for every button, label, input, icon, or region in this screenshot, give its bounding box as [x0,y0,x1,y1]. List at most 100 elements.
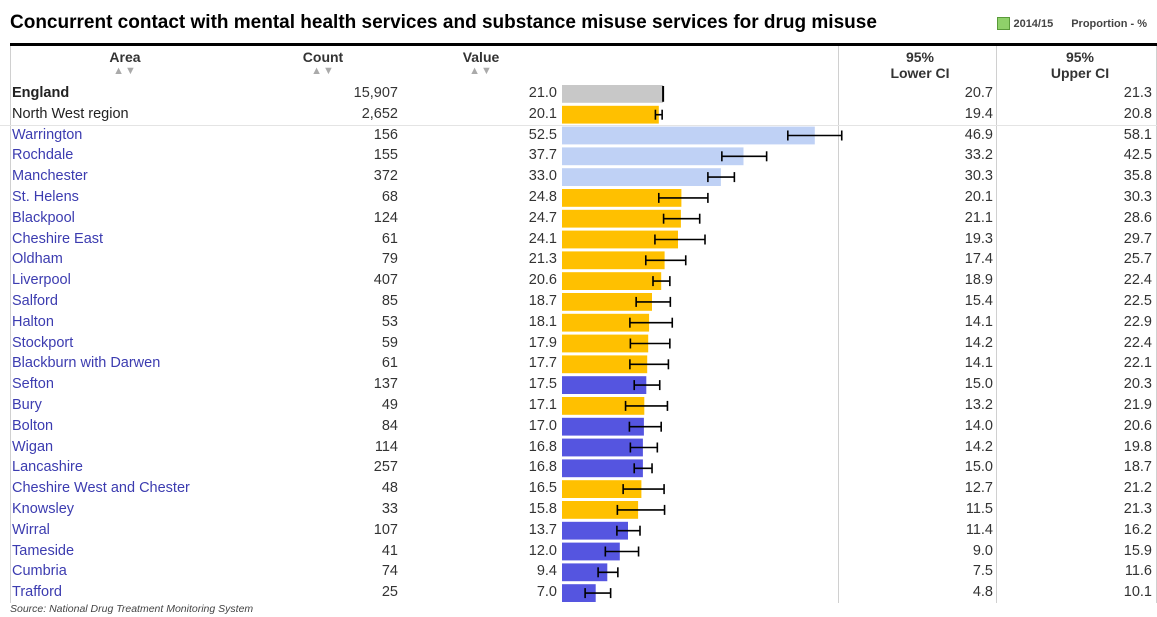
area-link[interactable]: Cheshire West and Chester [12,480,190,497]
value-bar [562,563,608,582]
count-cell: 107 [373,521,398,538]
area-link[interactable]: Cumbria [12,563,67,580]
lower-ci-cell: 4.8 [972,584,993,601]
lower-ci-cell: 17.4 [964,251,993,268]
value-cell: 16.8 [528,438,557,455]
header-count[interactable]: Count ▲▼ [258,49,388,77]
value-bar [562,355,648,374]
area-link[interactable]: Cheshire East [12,230,104,247]
table-row: Tameside 41 12.0 9.0 15.9 [0,541,1157,562]
table-row: England 15,907 21.0 20.7 21.3 [0,83,1157,104]
value-cell: 24.1 [528,230,557,247]
area-link[interactable]: Oldham [12,251,63,268]
value-bar [562,147,744,166]
lower-ci-cell: 20.7 [964,85,993,101]
area-link[interactable]: Lancashire [12,459,83,476]
area-link[interactable]: Bolton [12,417,54,434]
area-link[interactable]: St. Helens [12,189,79,205]
table-row: Bury 49 17.1 13.2 21.9 [0,395,1157,416]
table-row: Warrington 156 52.5 46.9 58.1 [0,125,1157,146]
area-link[interactable]: Tameside [12,542,75,559]
value-bar [562,251,665,270]
value-bar [562,459,643,478]
area-link[interactable]: Warrington [12,126,83,143]
header-value[interactable]: Value ▲▼ [446,49,516,77]
header-area[interactable]: Area ▲▼ [60,49,190,77]
ci-error-bar [654,234,706,245]
upper-ci-cell: 29.7 [1123,230,1152,247]
table-row: Liverpool 407 20.6 18.9 22.4 [0,270,1157,291]
lower-ci-cell: 15.4 [964,293,993,309]
bar-chart [562,85,843,602]
lower-ci-cell: 46.9 [964,126,993,143]
area-link[interactable]: Wirral [12,521,50,538]
header-rule [10,43,1157,46]
ci-error-bar [604,546,640,557]
lower-ci-cell: 21.1 [964,209,993,226]
count-cell: 61 [381,355,398,372]
sort-count-icon[interactable]: ▲▼ [311,65,335,77]
value-bar [562,501,639,519]
upper-ci-cell: 10.1 [1123,584,1152,601]
area-link[interactable]: Halton [12,313,54,330]
value-cell: 18.7 [528,293,557,309]
value-bar [562,293,652,311]
ci-error-bar [662,213,701,224]
upper-ci-cell: 16.2 [1123,521,1152,538]
table-row: Oldham 79 21.3 17.4 25.7 [0,249,1157,270]
upper-ci-cell: 20.6 [1123,417,1152,434]
sort-value-icon[interactable]: ▲▼ [469,65,493,77]
lower-ci-cell: 33.2 [964,147,993,164]
legend-period: 2014/15 [1013,17,1054,30]
area-link[interactable]: Liverpool [12,272,71,289]
area-link[interactable]: Knowsley [12,501,75,517]
value-bar [562,376,647,394]
upper-ci-cell: 22.4 [1123,272,1152,289]
area-link[interactable]: Salford [12,293,58,309]
lower-ci-cell: 15.0 [964,376,993,393]
ci-error-bar [635,296,672,307]
area-link[interactable]: Manchester [12,168,88,185]
value-bar [562,272,662,290]
table-row: Wirral 107 13.7 11.4 16.2 [0,520,1157,541]
upper-ci-cell: 22.4 [1123,334,1152,351]
area-link[interactable]: Blackburn with Darwen [12,355,161,372]
lower-ci-cell: 11.5 [965,501,993,517]
upper-ci-cell: 30.3 [1123,189,1152,205]
table-row: Cumbria 74 9.4 7.5 11.6 [0,561,1157,582]
upper-ci-cell: 19.8 [1123,438,1152,455]
area-link[interactable]: Stockport [12,334,74,351]
column-divider [996,46,997,603]
header-lower-ci-line2: Lower CI [890,65,950,81]
count-cell: 79 [381,251,398,268]
upper-ci-cell: 25.7 [1123,251,1152,268]
count-cell: 85 [381,293,398,309]
value-bar [562,85,664,103]
value-bar [562,230,678,249]
value-cell: 17.1 [528,397,557,413]
area-link[interactable]: Trafford [12,584,62,601]
area-link[interactable]: Wigan [12,438,54,455]
area-link[interactable]: Sefton [12,376,54,393]
area-link[interactable]: Blackpool [12,209,75,226]
value-bar [562,417,644,436]
count-cell: 33 [381,501,398,517]
area-link[interactable]: Rochdale [12,147,74,164]
value-bar [562,334,649,353]
upper-ci-cell: 22.1 [1123,355,1152,372]
chart-title: Concurrent contact with mental health se… [10,12,877,33]
value-bar [562,584,596,602]
count-cell: 156 [373,126,398,143]
legend: 2014/15 Proportion - % [997,17,1147,30]
value-bar [562,438,643,457]
value-bar [562,397,645,415]
upper-ci-cell: 15.9 [1123,542,1152,559]
table-row: Stockport 59 17.9 14.2 22.4 [0,333,1157,354]
table-row: Cheshire East 61 24.1 19.3 29.7 [0,229,1157,250]
area-link[interactable]: Bury [12,397,42,413]
count-cell: 74 [381,563,398,580]
sort-area-icon[interactable]: ▲▼ [113,65,137,77]
table-row: Halton 53 18.1 14.1 22.9 [0,312,1157,333]
lower-ci-cell: 13.2 [964,397,993,413]
count-cell: 124 [373,209,398,226]
